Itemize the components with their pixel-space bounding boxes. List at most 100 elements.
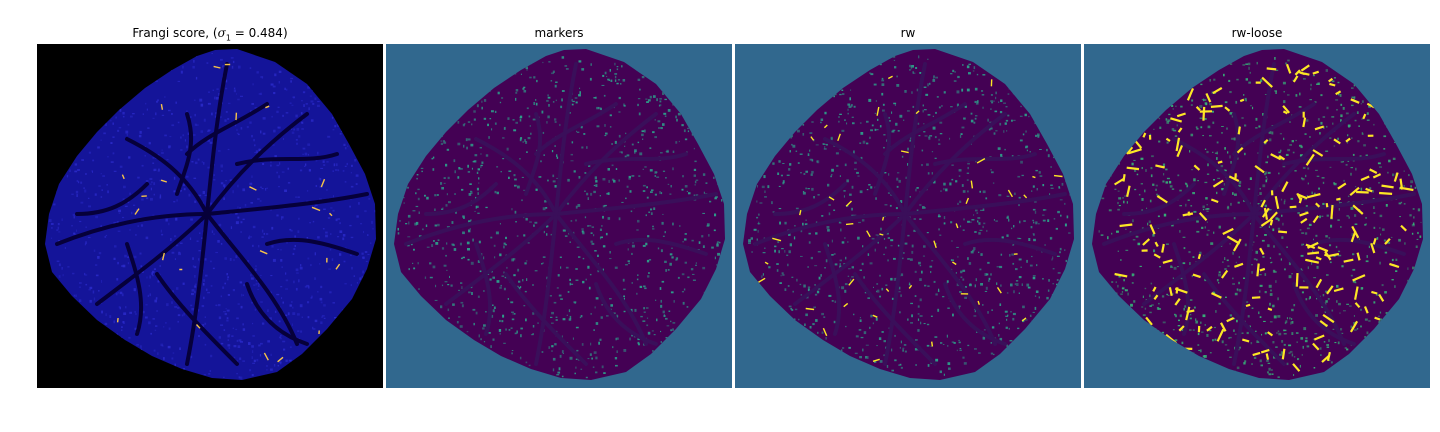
vessel <box>205 192 369 216</box>
highlight-segment <box>1260 218 1273 227</box>
highlight-segment <box>1330 204 1334 219</box>
vessel <box>235 152 339 166</box>
highlight-segment <box>1126 166 1140 171</box>
highlight-segment <box>1221 269 1229 279</box>
highlight-segment <box>1305 258 1320 264</box>
highlight-segment <box>1142 238 1151 246</box>
highlight-segment <box>1032 175 1036 179</box>
highlight-segment <box>1352 204 1364 215</box>
highlight-segment <box>843 302 849 308</box>
highlight-segment <box>1226 317 1235 323</box>
highlight-segment <box>1300 217 1308 224</box>
highlight-segment <box>1242 338 1250 343</box>
highlight-segment <box>1319 320 1328 328</box>
highlight-segment <box>866 230 871 238</box>
highlight-segment <box>1322 313 1335 324</box>
highlight-segment <box>1114 177 1125 186</box>
highlight-segment <box>881 216 885 221</box>
vessel <box>773 182 847 216</box>
vessel <box>1312 237 1406 256</box>
highlight-segment <box>1197 253 1202 260</box>
vessel <box>943 282 1007 346</box>
panel-title-frangi: Frangi score, (σ1 = 0.484) <box>132 26 288 43</box>
highlight-segment <box>1296 192 1302 202</box>
highlight-segment <box>1289 205 1297 209</box>
highlight-segment <box>259 250 268 255</box>
highlight-segment <box>1282 110 1288 115</box>
vessel <box>185 212 209 366</box>
vessel <box>903 62 927 216</box>
panel-title-markers: markers <box>534 26 584 40</box>
vessel <box>823 137 907 216</box>
highlight-segment <box>335 263 341 270</box>
vessel <box>823 242 842 336</box>
highlight-segment <box>1119 223 1133 228</box>
highlight-segment <box>1261 207 1270 218</box>
highlight-segment <box>1053 174 1063 178</box>
highlight-segment <box>1399 178 1404 190</box>
highlight-segment <box>1354 286 1359 300</box>
highlight-segment <box>1185 306 1191 321</box>
panel-title-rw: rw <box>900 26 916 40</box>
vessel <box>504 272 588 366</box>
highlight-segment <box>764 261 769 265</box>
highlight-segment <box>1345 137 1351 143</box>
highlight-segment <box>1281 181 1289 193</box>
highlight-segment <box>277 356 284 363</box>
highlight-segment <box>1379 191 1393 195</box>
highlight-segment <box>1302 117 1307 128</box>
panel-title-rw-loose: rw-loose <box>1231 26 1283 40</box>
highlight-segment <box>1259 267 1266 272</box>
highlight-segment <box>1333 287 1344 293</box>
vessel <box>424 182 498 216</box>
highlight-segment <box>1371 290 1378 295</box>
vessel <box>1222 112 1241 196</box>
highlight-segment <box>1354 302 1361 309</box>
highlight-segment <box>1153 253 1161 259</box>
highlight-segment <box>1381 184 1394 189</box>
highlight-segment <box>161 252 165 261</box>
vessel <box>614 237 708 256</box>
vessel <box>245 282 309 346</box>
highlight-segment <box>1154 241 1159 248</box>
highlight-segment <box>1314 125 1325 131</box>
highlight-segment <box>1369 168 1378 174</box>
highlight-segment <box>1263 138 1269 144</box>
vessel <box>534 102 618 156</box>
highlight-segment <box>1305 243 1316 250</box>
highlight-segment <box>1178 325 1185 332</box>
highlight-segment <box>1126 146 1134 155</box>
highlight-segment <box>1269 211 1278 220</box>
highlight-segment <box>887 75 893 80</box>
highlight-segment <box>822 327 828 337</box>
highlight-segment <box>1384 237 1391 245</box>
vessel <box>95 212 209 306</box>
vessel <box>55 212 209 246</box>
highlight-segment <box>1153 294 1159 300</box>
vessel <box>175 112 194 196</box>
vessel <box>1292 282 1356 346</box>
vessel <box>155 272 239 366</box>
highlight-segment <box>1350 98 1360 104</box>
vessel <box>853 272 937 366</box>
highlight-segment <box>1174 298 1181 306</box>
highlight-segment <box>1211 292 1222 299</box>
highlight-segment <box>1400 224 1407 232</box>
highlight-segment <box>872 358 880 362</box>
highlight-segment <box>160 103 164 110</box>
highlight-segment <box>1126 185 1131 198</box>
highlight-segment <box>1122 174 1126 182</box>
highlight-segment <box>1127 148 1142 155</box>
highlight-segment <box>1329 82 1336 87</box>
highlight-segment <box>965 197 970 205</box>
highlight-segment <box>799 209 802 216</box>
highlight-segment <box>1305 153 1315 166</box>
highlight-segment <box>1278 154 1286 161</box>
highlight-segment <box>1295 273 1299 287</box>
highlight-segment <box>1226 235 1240 245</box>
highlight-segment <box>1175 137 1181 152</box>
highlight-segment <box>1297 193 1308 200</box>
highlight-segment <box>876 106 880 116</box>
vessel <box>883 212 907 366</box>
highlight-segment <box>1356 190 1369 194</box>
